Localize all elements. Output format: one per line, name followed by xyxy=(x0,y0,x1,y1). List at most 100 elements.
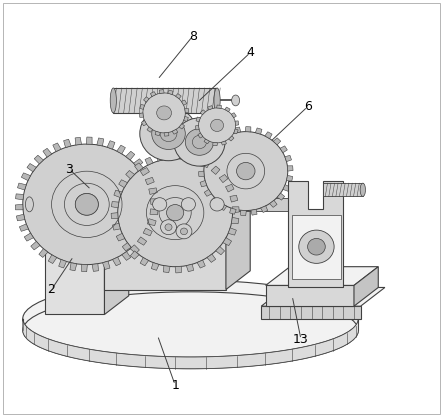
Circle shape xyxy=(140,107,197,161)
Polygon shape xyxy=(119,180,128,188)
Polygon shape xyxy=(241,210,246,216)
Text: 13: 13 xyxy=(293,333,309,346)
Polygon shape xyxy=(225,184,234,192)
Polygon shape xyxy=(21,173,31,181)
Polygon shape xyxy=(204,189,212,196)
Polygon shape xyxy=(184,116,188,121)
Polygon shape xyxy=(157,154,164,161)
Polygon shape xyxy=(151,263,159,270)
Polygon shape xyxy=(285,156,291,162)
Polygon shape xyxy=(255,128,262,134)
Polygon shape xyxy=(283,185,290,191)
Polygon shape xyxy=(196,117,200,122)
Polygon shape xyxy=(126,151,135,160)
Polygon shape xyxy=(251,209,257,215)
Polygon shape xyxy=(280,146,288,153)
Polygon shape xyxy=(266,267,378,285)
Polygon shape xyxy=(175,93,181,99)
Polygon shape xyxy=(213,142,218,146)
Polygon shape xyxy=(207,142,214,149)
Polygon shape xyxy=(113,88,217,113)
Polygon shape xyxy=(111,213,118,219)
Polygon shape xyxy=(200,110,206,115)
Circle shape xyxy=(237,162,255,180)
Polygon shape xyxy=(140,105,144,109)
Polygon shape xyxy=(234,129,238,134)
Polygon shape xyxy=(133,159,143,167)
Polygon shape xyxy=(16,214,25,221)
Polygon shape xyxy=(231,217,239,224)
Polygon shape xyxy=(223,238,232,246)
Polygon shape xyxy=(323,183,363,196)
Polygon shape xyxy=(29,197,159,212)
Polygon shape xyxy=(145,177,154,185)
Polygon shape xyxy=(16,194,23,200)
Polygon shape xyxy=(172,129,178,134)
Polygon shape xyxy=(150,209,158,215)
Circle shape xyxy=(210,119,224,131)
Polygon shape xyxy=(105,217,129,314)
Ellipse shape xyxy=(23,280,358,357)
Polygon shape xyxy=(69,217,107,236)
Polygon shape xyxy=(163,266,170,273)
Polygon shape xyxy=(23,319,358,369)
Circle shape xyxy=(204,132,288,211)
Circle shape xyxy=(174,118,225,166)
Polygon shape xyxy=(19,224,28,231)
Polygon shape xyxy=(151,198,292,211)
Polygon shape xyxy=(200,181,207,187)
Text: 4: 4 xyxy=(246,46,254,59)
Circle shape xyxy=(165,224,172,231)
Polygon shape xyxy=(179,124,185,129)
Polygon shape xyxy=(260,206,268,213)
Polygon shape xyxy=(141,121,147,126)
Circle shape xyxy=(185,129,214,155)
Circle shape xyxy=(23,144,151,265)
Circle shape xyxy=(160,126,177,142)
Polygon shape xyxy=(226,177,250,289)
Circle shape xyxy=(143,93,185,133)
Polygon shape xyxy=(265,132,272,138)
Polygon shape xyxy=(140,258,148,266)
Polygon shape xyxy=(122,243,131,251)
Polygon shape xyxy=(182,100,187,105)
Circle shape xyxy=(210,198,224,211)
Polygon shape xyxy=(224,130,231,136)
Polygon shape xyxy=(43,148,52,157)
Polygon shape xyxy=(97,138,104,146)
Polygon shape xyxy=(15,204,23,210)
Circle shape xyxy=(180,228,187,235)
Polygon shape xyxy=(39,249,48,257)
Polygon shape xyxy=(216,246,225,255)
Polygon shape xyxy=(195,126,199,130)
Ellipse shape xyxy=(25,197,33,212)
Ellipse shape xyxy=(232,95,240,106)
Polygon shape xyxy=(107,141,115,149)
Polygon shape xyxy=(75,137,82,145)
Polygon shape xyxy=(113,257,121,266)
Polygon shape xyxy=(102,261,110,269)
Polygon shape xyxy=(144,97,149,102)
Polygon shape xyxy=(207,254,216,262)
Polygon shape xyxy=(143,228,152,236)
Polygon shape xyxy=(105,177,250,196)
Polygon shape xyxy=(147,127,153,132)
Circle shape xyxy=(160,220,176,235)
Polygon shape xyxy=(292,215,341,279)
Circle shape xyxy=(299,230,334,264)
Polygon shape xyxy=(148,219,156,226)
Polygon shape xyxy=(214,135,222,142)
Polygon shape xyxy=(64,139,71,148)
Polygon shape xyxy=(230,195,238,202)
Polygon shape xyxy=(82,264,87,271)
Polygon shape xyxy=(27,163,36,172)
Polygon shape xyxy=(17,183,26,190)
Circle shape xyxy=(118,158,233,267)
Polygon shape xyxy=(197,260,205,268)
Polygon shape xyxy=(225,107,230,112)
Polygon shape xyxy=(150,92,156,97)
Polygon shape xyxy=(287,176,293,181)
Polygon shape xyxy=(288,181,343,287)
Polygon shape xyxy=(159,90,164,93)
Ellipse shape xyxy=(155,197,163,212)
